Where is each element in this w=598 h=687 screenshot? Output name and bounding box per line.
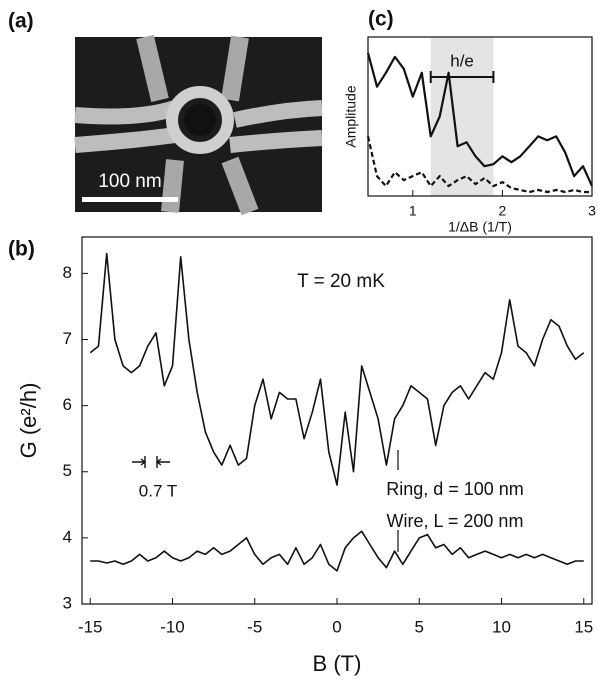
sem-image [74,34,323,216]
panel-label: (a) [8,10,34,33]
x-tick-label: -10 [160,617,185,636]
plot-frame [81,236,593,605]
spacing-arrows [132,456,170,468]
x-axis-label: 1/ΔB (1/T) [448,219,512,235]
x-tick-label: 2 [499,203,507,219]
y-tick-label: 5 [63,461,72,480]
x-tick-label: 10 [492,617,511,636]
x-axis-label: B (T) [313,651,362,676]
y-tick-label: 8 [63,263,72,282]
data-line [366,136,592,194]
plot-frame [367,36,593,197]
y-tick-label: 4 [63,527,72,546]
x-tick-label: 1 [409,203,417,219]
data-line [89,252,585,486]
highlight-band [430,37,494,196]
spacing-label: 0.7 T [139,481,177,500]
y-axis-label: Amplitude [343,85,359,147]
annotation: T = 20 mK [297,271,385,292]
data-line [366,52,594,187]
y-axis-label: G (e²/h) [16,383,41,459]
x-tick-label: -15 [78,617,103,636]
x-tick-label: 5 [415,617,424,636]
y-tick-label: 3 [63,593,72,612]
data-line [90,530,584,572]
series-label: Wire, L = 200 nm [387,511,524,531]
series-label: Ring, d = 100 nm [386,479,524,499]
y-tick-label: 7 [63,329,72,348]
x-tick-label: 0 [332,617,341,636]
x-tick-label: 3 [588,203,596,219]
panel-label: (c) [368,8,394,31]
panel-label: (b) [8,238,35,261]
x-tick-label: -5 [247,617,262,636]
x-tick-label: 15 [574,617,593,636]
y-tick-label: 6 [63,395,72,414]
highlight-label: h/e [450,51,474,70]
scale-label: 100 nm [98,171,161,192]
